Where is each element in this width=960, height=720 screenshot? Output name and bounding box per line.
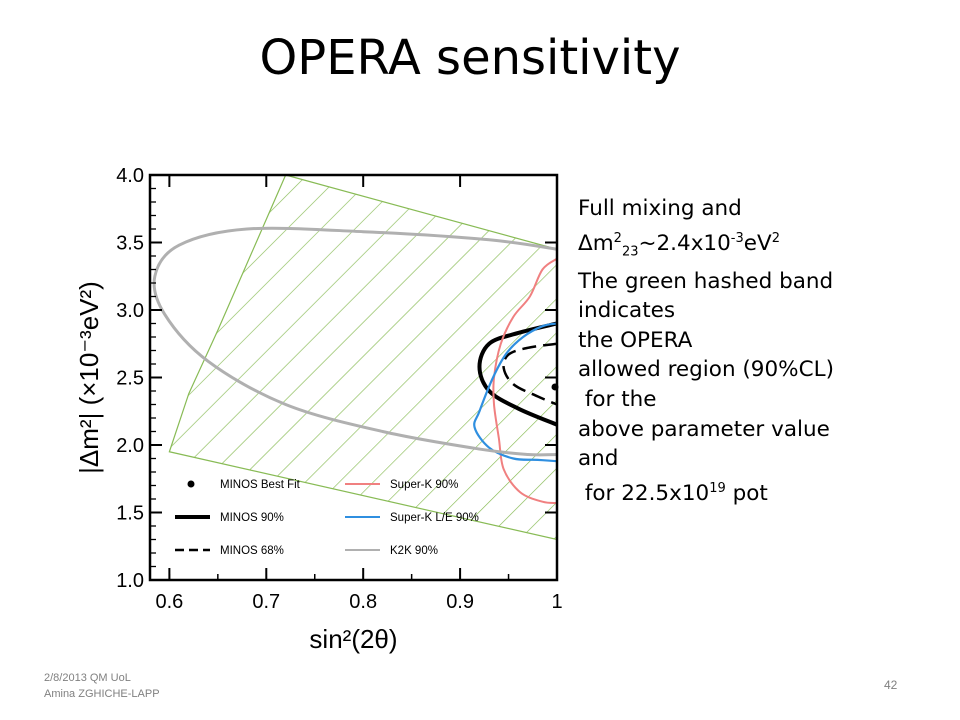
footer: 2/8/2013 QM UoL Amina ZGHICHE-LAPP [44,670,160,702]
legend-label: MINOS 90% [220,512,284,524]
description-line: above parameter value [578,416,830,442]
y-tick-label: 3.0 [116,300,144,322]
k2k-90-line [152,226,557,457]
superk-le-90-line [473,322,557,463]
superk-90-line [492,257,557,505]
x-axis-label: sin²(2θ) [309,624,397,654]
legend-label: Super-K 90% [390,479,458,491]
footer-date: 2/8/2013 QM UoL [44,672,131,684]
description-line-pot: for 22.5x1019 pot [578,480,768,506]
description-line: for the [578,387,657,413]
x-tick-label: 0.8 [349,591,377,613]
legend-label: MINOS Best Fit [220,479,301,491]
description-text: Full mixing and Δm223~2.4x10-3eV2 The gr… [578,194,918,509]
x-tick-label: 0.7 [252,591,280,613]
y-tick-label: 2.5 [116,368,144,390]
x-tick-label: 0.9 [446,591,474,613]
y-tick-label: 2.0 [116,435,144,457]
legend-label: Super-K L/E 90% [390,512,479,524]
footer-author: Amina ZGHICHE-LAPP [44,688,160,700]
description-line: allowed region (90%CL) [578,357,834,383]
y-tick-label: 4.0 [116,165,144,187]
minos-90-line [477,321,557,427]
description-line: indicates [578,298,676,324]
y-tick-label: 3.5 [116,233,144,255]
y-tick-label: 1.0 [116,570,144,592]
minos-68-line [502,342,557,406]
x-tick-label: 1 [551,591,562,613]
description-line: Full mixing and [578,196,742,221]
legend-label: K2K 90% [390,545,438,557]
x-tick-label: 0.6 [155,591,183,613]
sensitivity-chart: 0.6 0.7 0.8 0.9 1 1.0 1.5 2.0 2.5 3.0 3.5 4.0 sin²(2… [60,150,580,660]
description-line: The green hashed band [578,268,834,294]
y-tick-label: 1.5 [116,503,144,525]
description-line: the OPERA [578,327,693,353]
y-axis-label: |Δm²| (×10⁻³eV²) [74,281,104,474]
slide-number: 42 [884,678,898,692]
legend-marker-dot [187,480,195,488]
plot-series-group [152,226,557,505]
legend-label: MINOS 68% [220,545,284,557]
slide-title: OPERA sensitivity [259,30,681,86]
description-line: and [578,446,619,472]
chart-svg: 0.6 0.7 0.8 0.9 1 1.0 1.5 2.0 2.5 3.0 3.5 4.0 sin²(2… [74,165,563,654]
description-line-mass: Δm223~2.4x10-3eV2 [578,230,780,260]
